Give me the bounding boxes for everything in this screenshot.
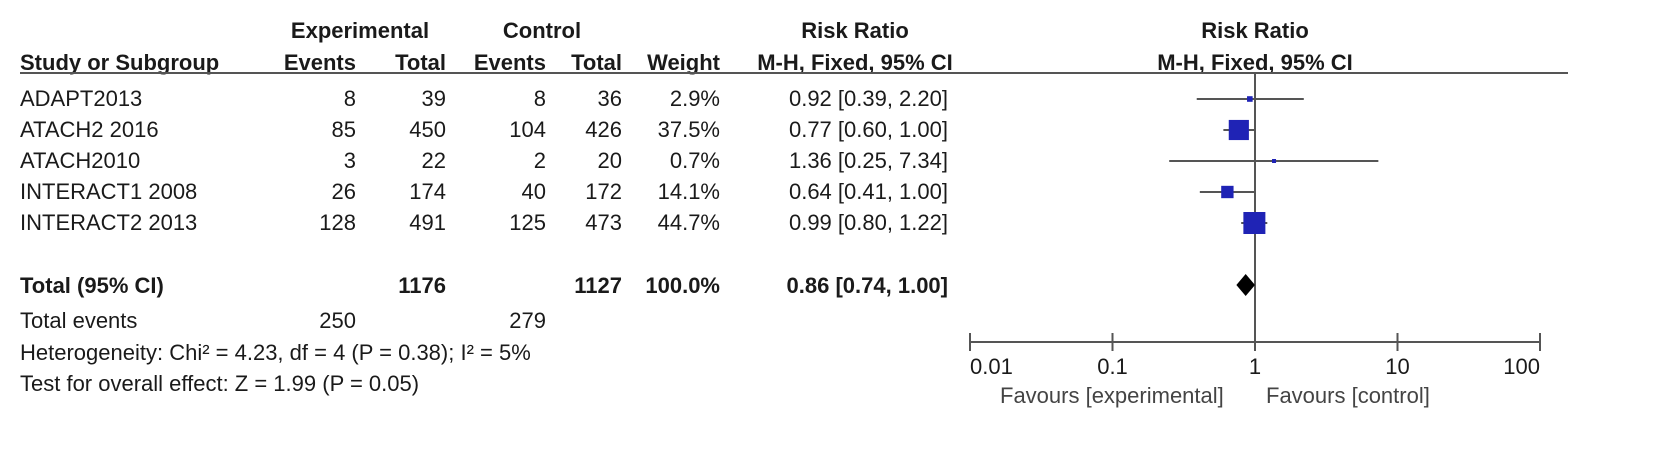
ci-cell: 0.92 [0.39, 2.20] bbox=[788, 86, 948, 111]
study-name: ATACH2 2016 bbox=[20, 117, 159, 142]
exp-total-cell: 450 bbox=[409, 117, 446, 142]
weight-cell: 2.9% bbox=[669, 86, 720, 111]
x-tick-label: 0.1 bbox=[1097, 354, 1128, 379]
weight-cell: 44.7% bbox=[657, 210, 720, 235]
x-tick-label: 1 bbox=[1249, 354, 1261, 379]
effect-marker bbox=[1228, 119, 1249, 141]
ctl-events-header: Events bbox=[473, 50, 546, 75]
exp-events-cell: 26 bbox=[331, 179, 356, 204]
exp-total-cell: 39 bbox=[421, 86, 446, 111]
total-ctl-total: 1127 bbox=[574, 273, 622, 298]
header-rule bbox=[20, 72, 1568, 74]
control-group-header: Control bbox=[502, 18, 582, 43]
weight-header: Weight bbox=[647, 50, 720, 75]
ctl-events-cell: 8 bbox=[533, 86, 546, 111]
total-label: Total (95% CI) bbox=[20, 273, 164, 298]
ci-cell: 0.77 [0.60, 1.00] bbox=[788, 117, 948, 142]
exp-events-cell: 85 bbox=[331, 117, 356, 142]
total-ci: 0.86 [0.74, 1.00] bbox=[786, 273, 948, 298]
ci-cell: 0.64 [0.41, 1.00] bbox=[788, 179, 948, 204]
effect-marker bbox=[1272, 159, 1277, 163]
effect-marker bbox=[1243, 212, 1266, 234]
study-name: INTERACT1 2008 bbox=[20, 179, 198, 204]
ctl-total-cell: 426 bbox=[585, 117, 622, 142]
overall-effect-text: Test for overall effect: Z = 1.99 (P = 0… bbox=[20, 371, 420, 396]
ctl-events-cell: 125 bbox=[509, 210, 546, 235]
study-name: INTERACT2 2013 bbox=[20, 210, 198, 235]
weight-cell: 14.1% bbox=[657, 179, 720, 204]
x-tick-label: 10 bbox=[1385, 354, 1409, 379]
ctl-events-cell: 104 bbox=[509, 117, 546, 142]
effect-marker bbox=[1247, 96, 1253, 102]
ctl-events-cell: 40 bbox=[521, 179, 546, 204]
exp-total-cell: 22 bbox=[421, 148, 446, 173]
ctl-total-cell: 473 bbox=[585, 210, 622, 235]
experimental-group-header: Experimental bbox=[290, 18, 430, 43]
favours-experimental-label: Favours [experimental] bbox=[1000, 383, 1224, 408]
study-column-header: Study or Subgroup bbox=[20, 50, 220, 75]
method-table-header: M-H, Fixed, 95% CI bbox=[757, 50, 953, 75]
weight-cell: 37.5% bbox=[657, 117, 720, 142]
exp-total-header: Total bbox=[395, 50, 446, 75]
total-weight: 100.0% bbox=[645, 273, 720, 298]
ci-cell: 1.36 [0.25, 7.34] bbox=[788, 148, 948, 173]
total-exp-total: 1176 bbox=[398, 273, 446, 298]
total-events-label: Total events bbox=[20, 308, 138, 333]
exp-events-cell: 3 bbox=[343, 148, 356, 173]
exp-events-cell: 8 bbox=[343, 86, 356, 111]
exp-events-cell: 128 bbox=[319, 210, 356, 235]
effect-marker bbox=[1221, 185, 1234, 199]
ctl-total-cell: 172 bbox=[585, 179, 622, 204]
x-tick-label: 100 bbox=[1503, 354, 1540, 379]
risk-ratio-table-header: Risk Ratio bbox=[801, 18, 909, 43]
pooled-diamond bbox=[1236, 274, 1255, 296]
total-events-ctl: 279 bbox=[509, 308, 546, 333]
ctl-total-cell: 36 bbox=[597, 86, 622, 111]
x-tick-label: 0.01 bbox=[970, 354, 1013, 379]
risk-ratio-plot-header: Risk Ratio bbox=[1201, 18, 1309, 43]
method-plot-header: M-H, Fixed, 95% CI bbox=[1157, 50, 1353, 75]
total-events-exp: 250 bbox=[319, 308, 356, 333]
study-name: ADAPT2013 bbox=[20, 86, 143, 111]
ctl-total-header: Total bbox=[571, 50, 622, 75]
exp-total-cell: 491 bbox=[409, 210, 446, 235]
ctl-events-cell: 2 bbox=[533, 148, 546, 173]
exp-events-header: Events bbox=[283, 50, 356, 75]
exp-total-cell: 174 bbox=[409, 179, 446, 204]
heterogeneity-text: Heterogeneity: Chi² = 4.23, df = 4 (P = … bbox=[20, 340, 531, 365]
favours-control-label: Favours [control] bbox=[1266, 383, 1430, 408]
ctl-total-cell: 20 bbox=[597, 148, 622, 173]
weight-cell: 0.7% bbox=[669, 148, 720, 173]
study-name: ATACH2010 bbox=[20, 148, 141, 173]
ci-cell: 0.99 [0.80, 1.22] bbox=[788, 210, 948, 235]
